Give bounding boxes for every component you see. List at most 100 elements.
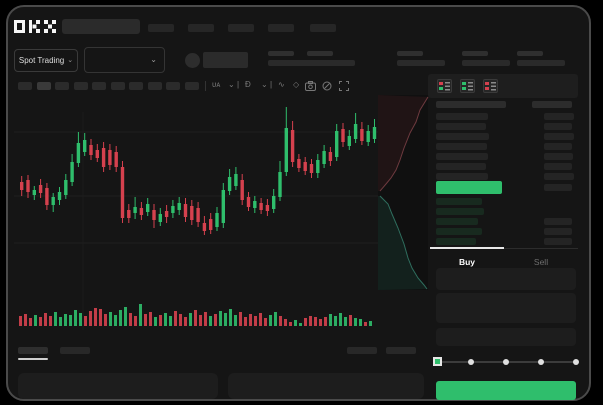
slider-stop-3[interactable] <box>538 359 544 365</box>
chevron-down-icon[interactable]: ⌄ <box>228 80 235 89</box>
ask-price-bar <box>436 173 488 180</box>
chevron-down-icon[interactable]: ⌄ <box>261 80 268 89</box>
stat-label-0 <box>268 51 294 56</box>
ask-price-bar <box>436 133 489 140</box>
nav-item-1[interactable] <box>188 24 214 32</box>
bid-price-bar <box>436 218 478 225</box>
ask-size-bar <box>544 133 574 140</box>
ask-price-bar <box>436 163 486 170</box>
nav-item-0[interactable] <box>148 24 174 32</box>
ask-row-3[interactable] <box>430 143 578 151</box>
wave-line-icon[interactable]: ∿ <box>278 80 285 89</box>
stat-label-3 <box>462 51 488 56</box>
nav-item-3[interactable] <box>268 24 294 32</box>
timeframe-button-3[interactable] <box>73 82 88 90</box>
ask-row-5[interactable] <box>430 163 578 171</box>
book-combined-icon[interactable] <box>437 79 452 93</box>
sell-tab-label: Sell <box>533 257 549 267</box>
stat-value-2 <box>397 60 445 66</box>
bid-size-bar <box>544 228 572 235</box>
draw-tool-icon[interactable]: ◇ <box>293 80 300 89</box>
chevron-down-icon: ⌄ <box>150 55 157 64</box>
book-asks-icon[interactable] <box>483 79 498 93</box>
ask-row-0[interactable] <box>430 113 578 121</box>
tab-buy[interactable]: Buy <box>430 252 504 267</box>
bid-size-bar <box>544 238 572 245</box>
fullscreen-icon[interactable] <box>339 81 349 91</box>
bid-row-3[interactable] <box>430 228 578 236</box>
bottom-panel-right <box>228 373 424 399</box>
ask-size-bar <box>544 173 574 180</box>
bottom-tab-3[interactable] <box>386 347 416 354</box>
chevron-down-icon: ⌄ <box>67 57 74 64</box>
buy-button[interactable] <box>436 381 576 400</box>
buy-tab-label: Buy <box>458 257 476 267</box>
ask-size-bar <box>544 143 572 150</box>
pair-select-dropdown[interactable]: ⌄ <box>84 47 165 73</box>
ask-size-bar <box>544 153 573 160</box>
pair-coin-icon <box>185 53 200 68</box>
total-input[interactable] <box>436 328 576 346</box>
camera-icon[interactable] <box>305 81 316 91</box>
market-type-dropdown[interactable]: Spot Trading ⌄ <box>14 49 78 72</box>
timeframe-button-2[interactable] <box>55 82 69 90</box>
separator: | <box>270 80 273 89</box>
amount-input[interactable] <box>436 293 576 323</box>
timeframe-button-0[interactable] <box>18 82 32 90</box>
ask-row-2[interactable] <box>430 133 578 141</box>
bid-row-4[interactable] <box>430 238 578 246</box>
nav-item-4[interactable] <box>310 24 336 32</box>
ask-price-bar <box>436 153 488 160</box>
book-bids-icon[interactable] <box>460 79 475 93</box>
timeframe-button-1[interactable] <box>36 82 51 90</box>
search-input[interactable] <box>62 19 140 34</box>
ask-row-4[interactable] <box>430 153 578 161</box>
nav-item-2[interactable] <box>228 24 254 32</box>
toolbar-divider <box>205 81 206 91</box>
ask-price-bar <box>436 113 488 120</box>
orderbook-toolbar <box>428 74 578 98</box>
timeframe-button-7[interactable] <box>147 82 162 90</box>
candlestick-chart[interactable] <box>10 95 430 335</box>
tab-sell[interactable]: Sell <box>504 252 578 267</box>
stat-value-0 <box>268 60 316 66</box>
timeframe-button-5[interactable] <box>110 82 125 90</box>
price-input[interactable] <box>436 268 576 290</box>
bid-row-2[interactable] <box>430 218 578 226</box>
ask-row-1[interactable] <box>430 123 578 131</box>
bottom-tab-1[interactable] <box>60 347 90 354</box>
orderbook-header-amount <box>532 101 572 108</box>
bid-size-bar <box>544 218 572 225</box>
stat-label-1 <box>307 51 333 56</box>
mid-price-bar[interactable] <box>436 181 502 194</box>
indicator-icon[interactable]: Đ <box>245 80 251 89</box>
bid-price-bar <box>436 208 484 215</box>
bottom-tab-2[interactable] <box>347 347 377 354</box>
separator: | <box>237 80 240 89</box>
timeframe-button-4[interactable] <box>92 82 106 90</box>
slider-stop-4[interactable] <box>573 359 579 365</box>
ask-size-bar <box>544 113 574 120</box>
mid-size-bar <box>544 184 572 191</box>
candle-style-icon[interactable]: ᴜᴀ <box>212 80 221 89</box>
timeframe-button-9[interactable] <box>184 82 199 90</box>
timeframe-button-6[interactable] <box>129 82 143 90</box>
slider-stop-1[interactable] <box>468 359 474 365</box>
bottom-panel-left <box>18 373 218 399</box>
ask-row-6[interactable] <box>430 173 578 181</box>
bid-row-1[interactable] <box>430 208 578 216</box>
stat-value-1 <box>307 60 355 66</box>
tab-divider <box>430 248 578 249</box>
ask-price-bar <box>436 123 486 130</box>
okx-logo[interactable] <box>14 20 56 33</box>
buy-tab-indicator <box>430 247 504 249</box>
market-type-label: Spot Trading <box>18 56 65 65</box>
slider-stop-2[interactable] <box>503 359 509 365</box>
last-price-placeholder <box>203 52 248 68</box>
bottom-tab-0[interactable] <box>18 347 48 354</box>
timeframe-button-8[interactable] <box>166 82 180 90</box>
bid-row-0[interactable] <box>430 198 578 206</box>
slider-handle[interactable] <box>433 357 442 366</box>
undo-circle-icon[interactable] <box>322 81 332 91</box>
